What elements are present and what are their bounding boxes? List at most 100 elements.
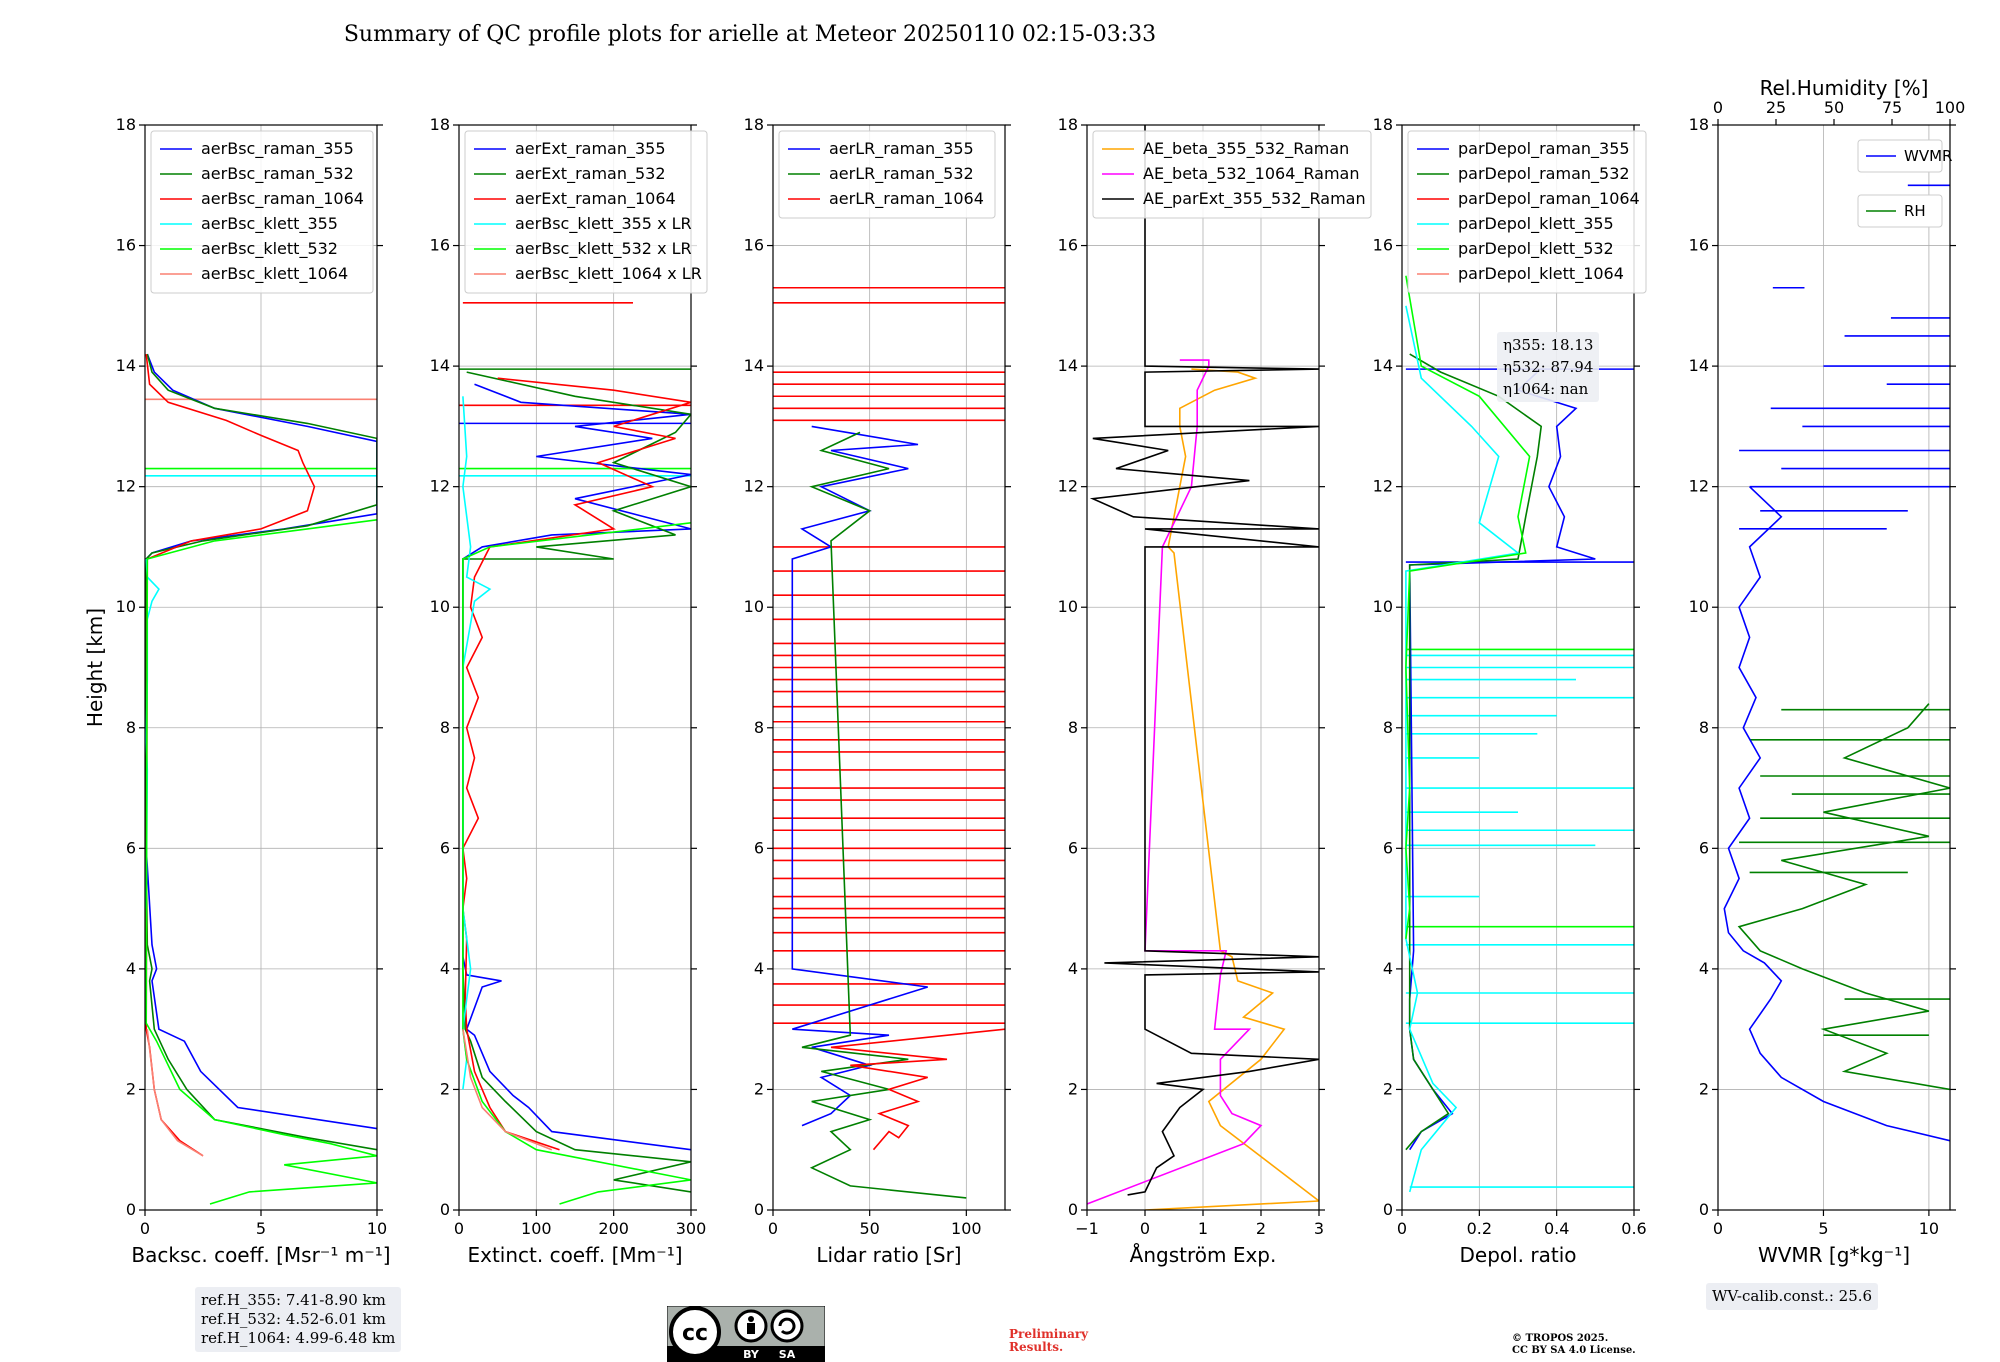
ytick-label: 6 [1068,838,1078,857]
xtick-label: 100 [951,1219,982,1238]
ref-height-532: ref.H_532: 4.52-6.01 km [201,1310,386,1328]
ytick-label: 8 [440,718,450,737]
ytick-label: 6 [126,838,136,857]
ytick-label: 10 [1058,597,1078,616]
ytick-label: 4 [1699,959,1709,978]
xtick-label: 100 [521,1219,552,1238]
legend-label: parDepol_raman_532 [1458,164,1630,184]
ytick-label: 0 [440,1200,450,1219]
eta-1064: η1064: nan [1503,380,1589,398]
legend-label: parDepol_klett_355 [1458,214,1614,234]
ytick-label: 18 [1373,115,1393,134]
ytick-label: 10 [430,597,450,616]
ytick-label: 8 [754,718,764,737]
secondary-xtick-label: 100 [1935,98,1966,117]
cc-text: cc [682,1321,708,1346]
series-line-aerLR_raman_355 [791,425,928,1127]
ytick-label: 16 [1689,236,1709,255]
legend-box [150,130,374,294]
ytick-label: 16 [430,236,450,255]
eta-532: η532: 87.94 [1503,358,1594,376]
legend-label: aerBsc_klett_532 x LR [515,239,692,259]
xtick-label: 0.2 [1467,1219,1492,1238]
preliminary-line-2: Results. [1009,1340,1064,1354]
legend-label: WVMR [1904,147,1952,165]
legend-label: aerBsc_klett_1064 [201,264,348,284]
xtick-label: 5 [256,1219,266,1238]
copyright-line-1: © TROPOS 2025. [1512,1333,1609,1344]
ytick-label: 12 [744,477,764,496]
ytick-label: 14 [1689,356,1709,375]
xtick-label: 0 [140,1219,150,1238]
legend: aerBsc_raman_355 aerBsc_raman_532 aerBsc_r… [150,130,374,294]
ytick-label: 4 [126,959,136,978]
xtick-label: 10 [367,1219,387,1238]
series-line-aerExt_raman_532 [462,371,691,1193]
ytick-label: 14 [744,356,764,375]
x-axis-label: Lidar ratio [Sr] [816,1243,961,1267]
xtick-label: 0 [1397,1219,1407,1238]
axes-frame [458,124,692,1211]
xtick-label: 3 [1314,1219,1324,1238]
cc-by-sa-logo: cc BY SA [667,1306,825,1362]
ytick-label: 8 [1383,718,1393,737]
series-line-aerBsc_klett_532 x LR [462,522,691,1205]
ytick-label: 2 [1699,1079,1709,1098]
legend-label: AE_beta_532_1064_Raman [1143,164,1360,184]
ytick-label: 0 [754,1200,764,1219]
ytick-label: 6 [754,838,764,857]
series-line-aerLR_raman_532 [801,431,967,1199]
ytick-label: 0 [126,1200,136,1219]
ytick-label: 14 [1373,356,1393,375]
series-line-AE_beta_532_1064_Raman [1087,359,1263,1205]
legend-label: aerBsc_klett_1064 x LR [515,264,702,284]
copyright-note: © TROPOS 2025. CC BY SA 4.0 License. [1512,1333,1636,1357]
xtick-label: 0 [454,1219,464,1238]
ytick-label: 6 [1699,838,1709,857]
secondary-x-axis-label: Rel.Humidity [%] [1760,76,1929,100]
ytick-label: 16 [744,236,764,255]
xtick-label: 5 [1818,1219,1828,1238]
ytick-label: 0 [1383,1200,1393,1219]
legend-box [1857,194,1943,228]
data-layer [459,302,691,1205]
series-line-AE_parExt_355_532_Raman [1089,125,1319,1196]
ytick-label: 10 [744,597,764,616]
data-layer [1405,275,1634,1193]
sa-icon [770,1309,804,1343]
chart-panel-5: 0 2 4 6 8 10 12 14 16 18 0 0.2 0.4 0.6 Depol. ratio par… [1373,115,1647,1267]
legend-box [464,130,708,294]
ytick-label: 14 [1058,356,1078,375]
legend-label: aerLR_raman_355 [829,139,974,159]
xtick-label: 2 [1256,1219,1266,1238]
x-axis-label: WVMR [g*kg⁻¹] [1758,1243,1910,1267]
axes-frame [1401,124,1635,1211]
ytick-label: 12 [1689,477,1709,496]
legend-label: aerBsc_klett_532 [201,239,338,259]
x-axis-label: Backsc. coeff. [Msr⁻¹ m⁻¹] [131,1243,390,1267]
ytick-label: 16 [1058,236,1078,255]
legend-box [1407,130,1647,294]
series-line-parDepol_klett_532 [1405,275,1531,939]
ytick-label: 0 [1068,1200,1078,1219]
ytick-label: 2 [754,1079,764,1098]
chart-panel-3: 0 2 4 6 8 10 12 14 16 18 0 50 100 Lidar ratio [Sr] aer… [744,115,1011,1267]
ytick-label: 6 [440,838,450,857]
series-line-AE_beta_355_532_Raman [1144,368,1319,1210]
reference-heights-box: ref.H_355: 7.41-8.90 km ref.H_532: 4.52-… [195,1287,402,1352]
data-layer [1087,125,1319,1210]
xtick-label: 50 [859,1219,879,1238]
data-layer [145,353,377,1205]
eta-355: η355: 18.13 [1503,336,1594,354]
chart-panel-1: 0 2 4 6 8 10 12 14 16 18 0 5 10 Backsc. coeff. [Msr⁻¹… [116,115,391,1267]
xtick-label: 0.4 [1544,1219,1569,1238]
ref-height-1064: ref.H_1064: 4.99-6.48 km [201,1329,396,1347]
ytick-label: 12 [430,477,450,496]
legend: aerExt_raman_355 aerExt_raman_532 aerExt_r… [464,130,708,294]
ytick-label: 6 [1383,838,1393,857]
series-line-parDepol_klett_355 [1405,305,1520,1193]
copyright-line-2: CC BY SA 4.0 License. [1512,1345,1636,1356]
ytick-label: 18 [1689,115,1709,134]
ytick-label: 2 [1068,1079,1078,1098]
